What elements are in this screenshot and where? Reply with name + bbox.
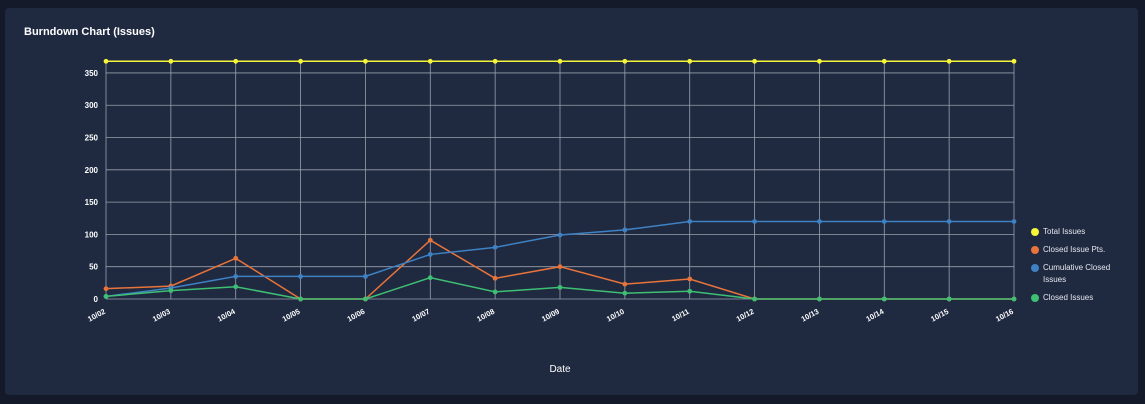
- data-point: [492, 58, 498, 64]
- data-point: [168, 58, 174, 64]
- legend-swatch: [1031, 246, 1039, 254]
- x-tick-label: 10/06: [346, 307, 367, 324]
- chart-title: Burndown Chart (Issues): [24, 26, 155, 38]
- x-tick-label: 10/09: [540, 307, 561, 324]
- series-group: [103, 58, 1017, 302]
- legend-label: Closed Issue Pts.: [1043, 245, 1106, 254]
- data-point: [817, 296, 822, 302]
- data-point: [622, 281, 628, 287]
- data-point: [427, 252, 433, 257]
- series-0: [103, 58, 1017, 64]
- legend-swatch: [1031, 264, 1039, 272]
- data-point: [103, 58, 109, 64]
- x-tick-label: 10/08: [475, 307, 496, 324]
- x-tick-label: 10/15: [929, 307, 950, 324]
- y-axis-ticks: 0 50 100 150 200 250 300 350: [85, 69, 99, 304]
- y-tick-label: 250: [85, 134, 99, 143]
- data-point: [233, 284, 239, 290]
- legend-item[interactable]: Cumulative Closed Issues: [1031, 262, 1131, 286]
- data-point: [557, 232, 563, 238]
- y-tick-label: 100: [85, 230, 99, 239]
- y-tick-label: 200: [85, 166, 99, 175]
- data-point: [492, 289, 498, 295]
- data-point: [233, 255, 239, 261]
- x-tick-label: 10/14: [864, 306, 886, 323]
- data-point: [103, 286, 109, 292]
- data-point: [492, 275, 498, 281]
- data-point: [103, 294, 109, 299]
- data-point: [622, 290, 628, 296]
- data-point: [752, 296, 757, 302]
- data-point: [1011, 219, 1017, 224]
- data-point: [1011, 296, 1017, 302]
- data-point: [946, 296, 952, 302]
- data-point: [1011, 58, 1017, 64]
- series-3: [103, 275, 1017, 302]
- data-point: [881, 219, 887, 224]
- y-tick-label: 350: [85, 69, 99, 78]
- x-tick-label: 10/05: [281, 307, 302, 324]
- data-point: [817, 58, 822, 64]
- data-point: [687, 276, 693, 282]
- x-tick-label: 10/10: [605, 307, 626, 324]
- data-point: [881, 58, 887, 64]
- legend-item[interactable]: Closed Issues: [1031, 292, 1131, 304]
- legend-label: Cumulative Closed Issues: [1043, 263, 1111, 284]
- legend-label: Total Issues: [1043, 227, 1086, 236]
- x-tick-label: 10/12: [735, 307, 756, 324]
- data-point: [298, 273, 303, 279]
- legend-item[interactable]: Closed Issue Pts.: [1031, 244, 1131, 256]
- legend-swatch: [1031, 228, 1039, 236]
- x-tick-label: 10/02: [86, 307, 107, 324]
- data-point: [492, 244, 498, 250]
- y-tick-label: 0: [94, 295, 99, 304]
- data-point: [622, 58, 628, 64]
- data-point: [168, 288, 174, 294]
- data-point: [233, 58, 239, 64]
- y-tick-label: 150: [85, 198, 99, 207]
- x-tick-label: 10/03: [151, 307, 172, 324]
- data-point: [363, 273, 368, 279]
- data-point: [557, 58, 563, 64]
- data-point: [946, 58, 952, 64]
- data-point: [298, 58, 303, 64]
- x-tick-label: 10/11: [670, 307, 690, 324]
- data-point: [557, 264, 563, 270]
- data-point: [752, 219, 757, 224]
- data-point: [946, 219, 952, 224]
- data-point: [687, 219, 693, 224]
- legend-label: Closed Issues: [1043, 293, 1094, 302]
- data-point: [427, 275, 433, 281]
- x-tick-label: 10/04: [216, 306, 238, 323]
- x-tick-label: 10/07: [410, 307, 431, 324]
- data-point: [363, 58, 368, 64]
- data-point: [557, 284, 563, 290]
- x-tick-label: 10/13: [800, 307, 821, 324]
- x-tick-label: 10/16: [994, 307, 1015, 324]
- x-axis-ticks: 10/02 10/03 10/04 10/05 10/06 10/07 10/08 10/09…: [86, 306, 1015, 323]
- data-point: [687, 58, 693, 64]
- data-point: [427, 58, 433, 64]
- legend-item[interactable]: Total Issues: [1031, 226, 1131, 238]
- data-point: [687, 288, 693, 294]
- y-tick-label: 300: [85, 101, 99, 110]
- data-point: [817, 219, 822, 224]
- data-point: [363, 296, 368, 302]
- data-point: [752, 58, 757, 64]
- data-point: [622, 227, 628, 233]
- y-tick-label: 50: [89, 263, 98, 272]
- data-point: [427, 237, 433, 243]
- legend-swatch: [1031, 294, 1039, 302]
- x-axis-label: Date: [549, 364, 571, 375]
- data-point: [233, 273, 239, 279]
- data-point: [881, 296, 887, 302]
- data-point: [298, 296, 303, 302]
- legend: Total Issues Closed Issue Pts. Cumulative …: [1031, 226, 1131, 310]
